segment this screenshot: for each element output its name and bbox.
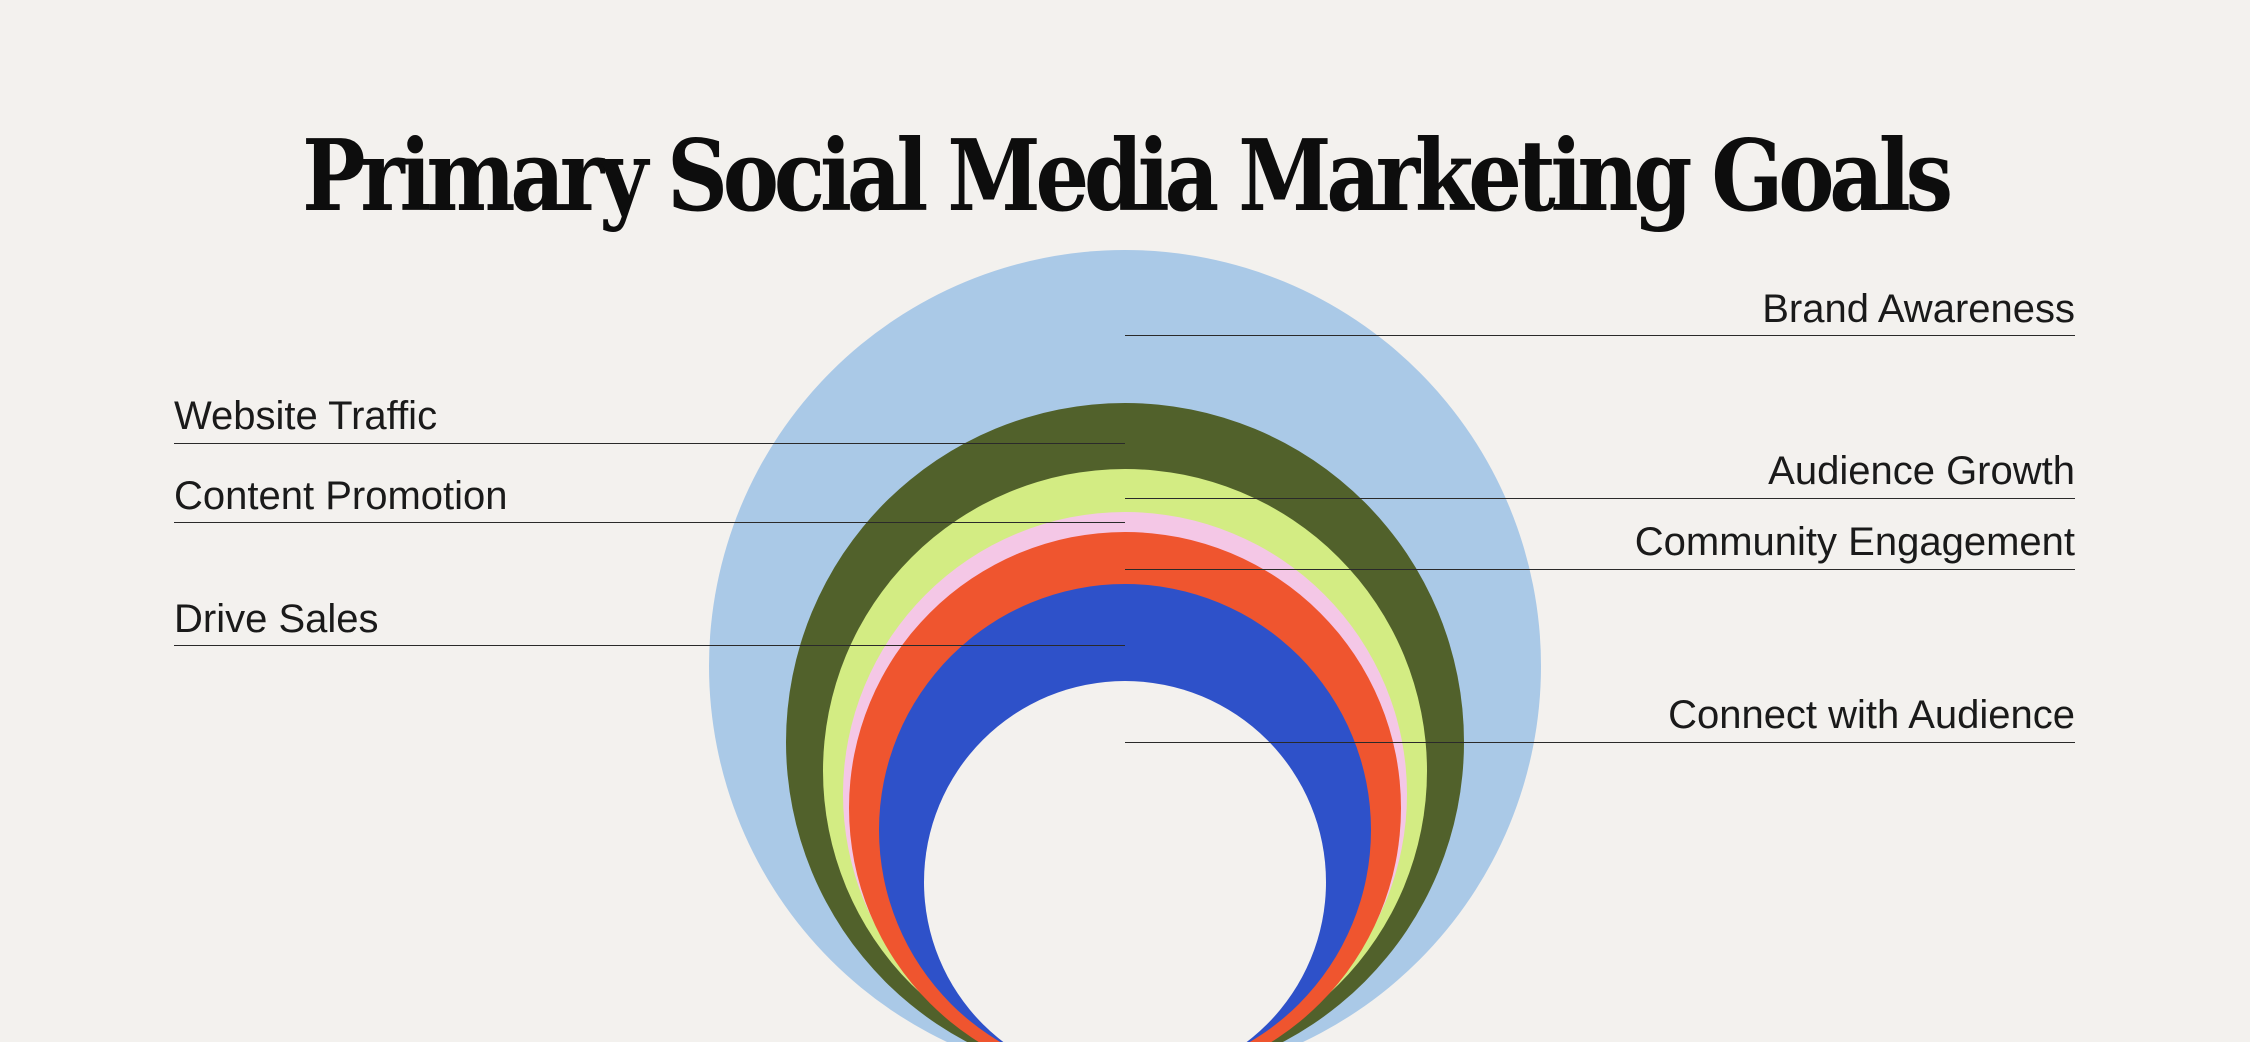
label-brand-awareness: Brand Awareness <box>1762 287 2075 331</box>
leader-content-promotion <box>174 522 1125 523</box>
label-website-traffic: Website Traffic <box>174 394 438 438</box>
ring-connect-with-audience <box>924 681 1326 1042</box>
label-drive-sales: Drive Sales <box>174 597 379 641</box>
label-community-engagement: Community Engagement <box>1634 520 2075 564</box>
chart-title: Primary Social Media Marketing Goals <box>302 118 1953 234</box>
leader-drive-sales <box>174 645 1125 646</box>
leader-website-traffic <box>174 443 1125 444</box>
leader-community-engagement <box>1125 569 2075 570</box>
label-content-promotion: Content Promotion <box>174 474 508 518</box>
leader-audience-growth <box>1125 498 2075 499</box>
leader-brand-awareness <box>1125 335 2075 336</box>
label-connect-with-audience: Connect with Audience <box>1668 693 2075 737</box>
label-audience-growth: Audience Growth <box>1768 449 2075 493</box>
leader-connect-with-audience <box>1125 742 2075 743</box>
